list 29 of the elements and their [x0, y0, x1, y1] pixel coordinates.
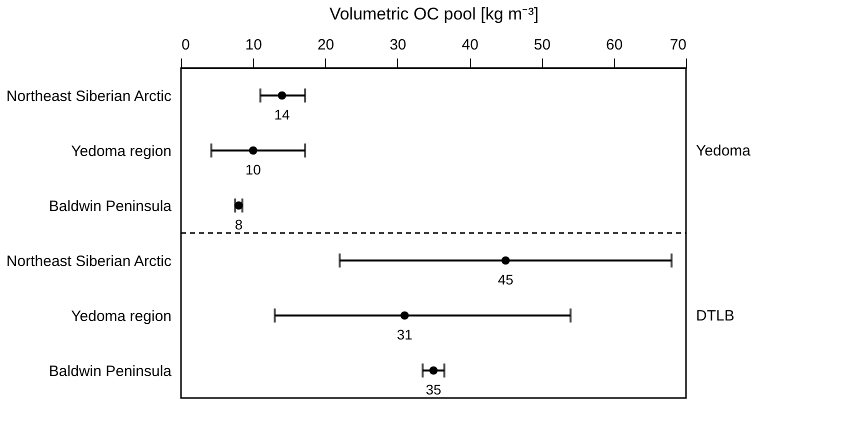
data-label: 45	[498, 272, 514, 288]
x-tick-label: 0	[182, 36, 190, 54]
text: DTLB	[696, 308, 734, 324]
point	[278, 91, 286, 100]
point	[248, 146, 258, 155]
data-label: 10	[245, 162, 262, 178]
y-tick-label: Baldwin Peninsula	[48, 363, 172, 380]
y-tick-label: Yedoma region	[71, 308, 172, 325]
y-tick-label: Northeast Siberian Arctic	[6, 88, 172, 105]
data-label: 35	[426, 382, 442, 398]
x-tick-label: 10	[245, 36, 262, 54]
data-label: 31	[396, 326, 413, 342]
point	[400, 311, 409, 320]
point	[429, 366, 438, 375]
x-tick-label: 30	[390, 36, 406, 54]
x-tick-label: 20	[317, 36, 334, 54]
data-label: 14	[274, 106, 290, 122]
y-tick-label: Yedoma region	[71, 143, 172, 160]
y-tick-label: Baldwin Peninsula	[48, 198, 172, 215]
point	[234, 201, 243, 210]
text: Yedoma	[696, 142, 752, 160]
x-tick-label: 50	[534, 36, 551, 54]
data-label: 8	[234, 216, 243, 232]
x-tick-label: 70	[670, 36, 686, 54]
x-tick-label: 40	[462, 36, 478, 54]
point	[501, 256, 510, 265]
y-tick-label: Northeast Siberian Arctic	[6, 253, 172, 270]
x-axis-title: Volumetric OC pool [kg m⁻³]	[329, 4, 539, 24]
x-tick-label: 60	[606, 36, 623, 54]
